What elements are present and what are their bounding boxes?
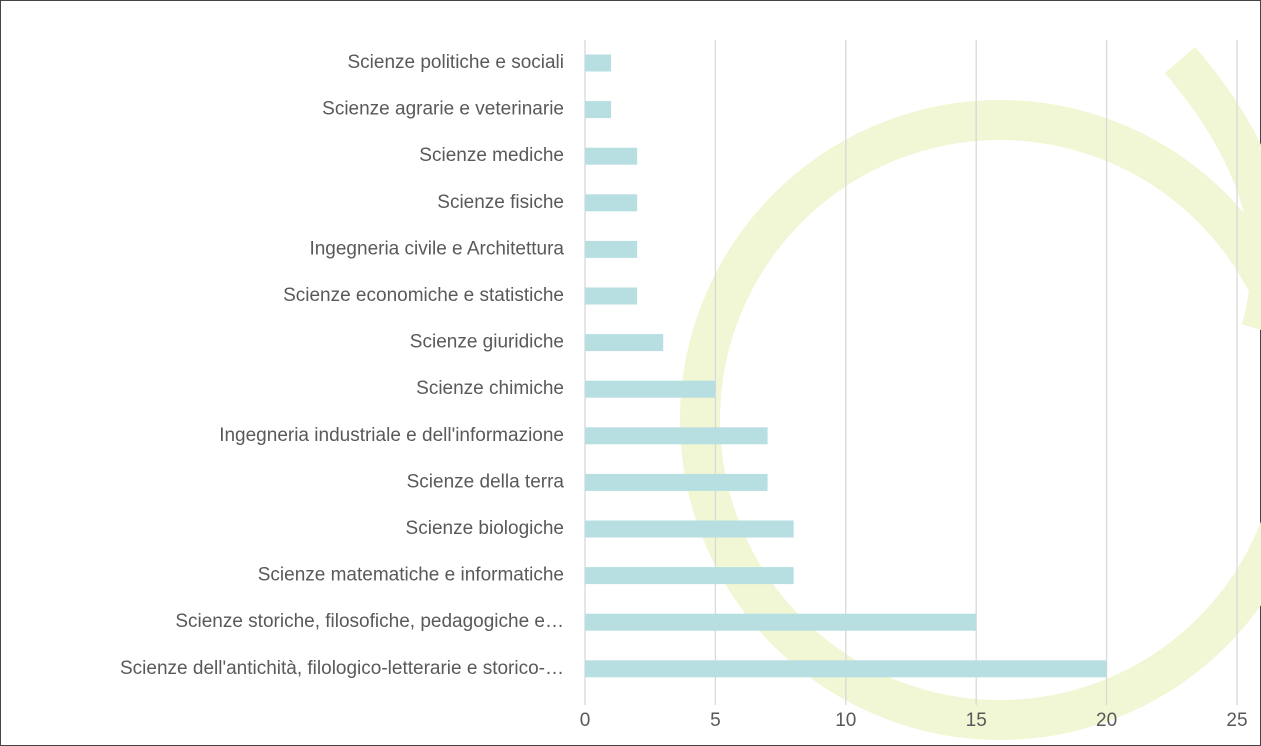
y-tick-label: Scienze dell'antichità, filologico-lette…: [120, 658, 564, 679]
y-tick-label: Scienze biologiche: [406, 518, 564, 539]
x-tick-label: 5: [710, 710, 721, 731]
bar: [585, 613, 977, 631]
y-tick-label: Scienze agrarie e veterinarie: [322, 99, 564, 120]
y-tick-label: Scienze chimiche: [416, 378, 564, 399]
bar: [585, 380, 716, 398]
bar: [585, 660, 1107, 678]
y-tick-label: Scienze della terra: [407, 471, 565, 492]
x-tick-label: 15: [966, 710, 987, 731]
bar: [585, 567, 794, 585]
watermark: [680, 46, 1261, 740]
x-tick-label: 20: [1096, 710, 1117, 731]
y-tick-label: Ingegneria industriale e dell'informazio…: [219, 425, 564, 446]
bar: [585, 473, 768, 491]
y-tick-label: Scienze matematiche e informatiche: [258, 565, 564, 586]
bar: [585, 427, 768, 445]
bar: [585, 194, 638, 212]
bar: [585, 240, 638, 258]
x-tick-label: 10: [835, 710, 856, 731]
y-tick-label: Scienze politiche e sociali: [347, 52, 564, 73]
y-tick-label: Scienze giuridiche: [410, 332, 564, 353]
bar: [585, 54, 612, 72]
bar: [585, 147, 638, 165]
bar: [585, 101, 612, 119]
x-tick-label: 0: [580, 710, 591, 731]
y-tick-label: Ingegneria civile e Architettura: [309, 238, 564, 259]
y-tick-label: Scienze mediche: [419, 145, 564, 166]
bar: [585, 287, 638, 305]
y-tick-label: Scienze economiche e statistiche: [283, 285, 564, 306]
y-tick-label: Scienze fisiche: [437, 192, 564, 213]
x-tick-label: 25: [1226, 710, 1247, 731]
bar: [585, 520, 794, 538]
bar: [585, 334, 664, 352]
y-tick-label: Scienze storiche, filosofiche, pedagogic…: [175, 611, 564, 632]
